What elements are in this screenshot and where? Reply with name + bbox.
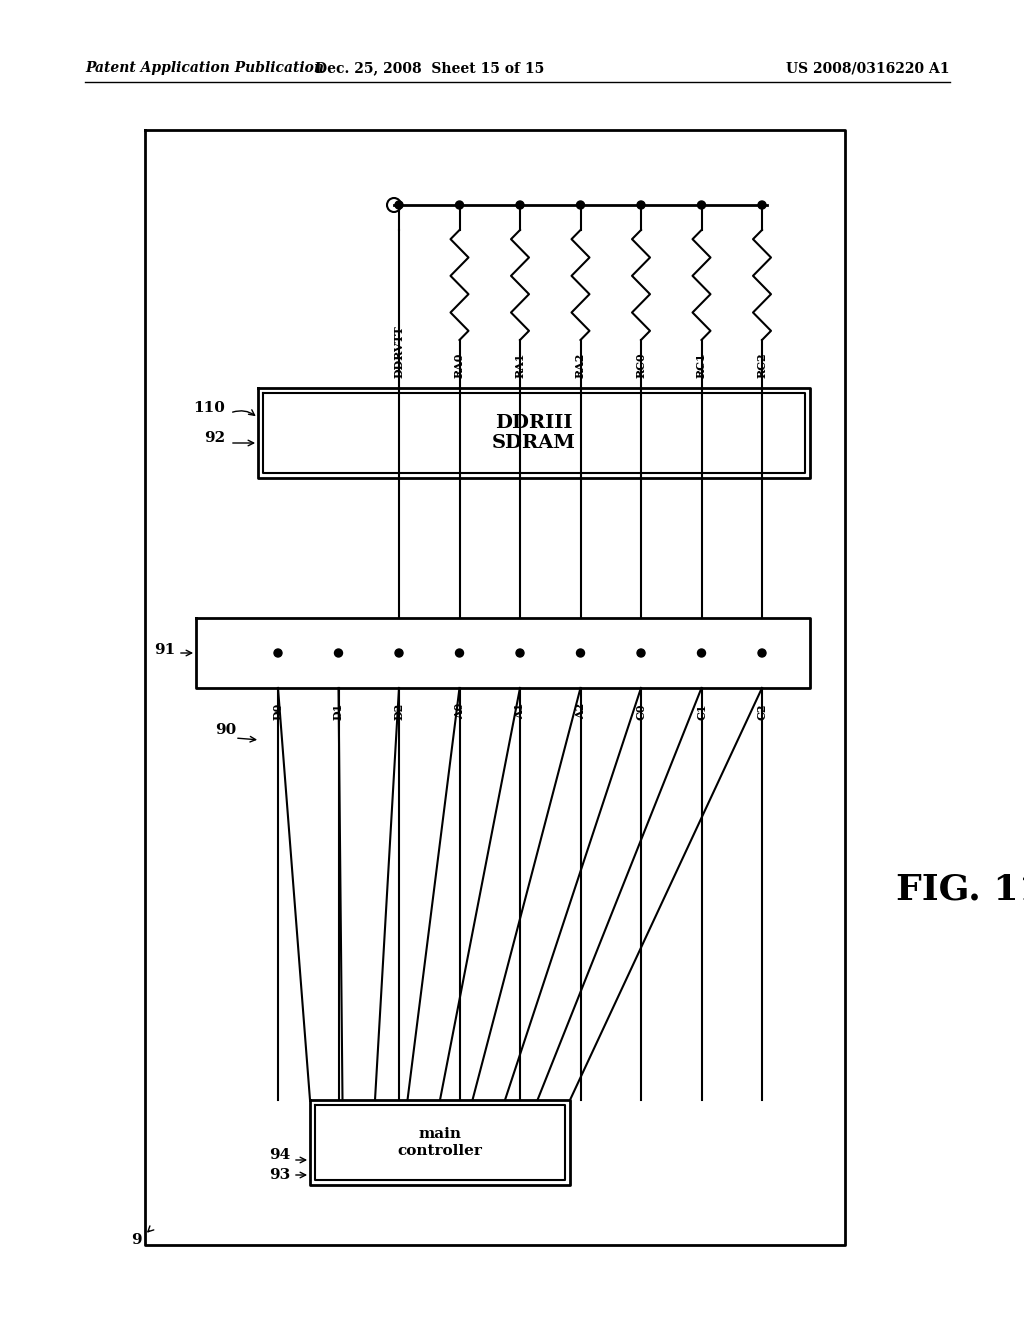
Text: RC0: RC0 (636, 352, 646, 378)
Text: RC2: RC2 (757, 352, 768, 378)
Circle shape (637, 649, 645, 657)
Circle shape (697, 649, 706, 657)
Circle shape (577, 201, 585, 209)
Text: A0: A0 (454, 704, 465, 719)
Circle shape (335, 649, 342, 657)
Circle shape (637, 201, 645, 209)
Circle shape (395, 649, 403, 657)
Text: 93: 93 (268, 1168, 290, 1181)
Circle shape (456, 201, 464, 209)
Text: RA0: RA0 (454, 352, 465, 378)
Text: C0: C0 (636, 704, 646, 719)
Circle shape (516, 201, 524, 209)
Text: 90: 90 (215, 723, 237, 737)
Circle shape (758, 201, 766, 209)
Text: 91: 91 (154, 643, 175, 657)
Circle shape (577, 649, 585, 657)
Text: DDRVTT: DDRVTT (393, 325, 404, 378)
Circle shape (456, 649, 464, 657)
Text: Patent Application Publication: Patent Application Publication (85, 61, 324, 75)
Circle shape (516, 649, 524, 657)
Circle shape (758, 649, 766, 657)
Circle shape (395, 201, 403, 209)
Text: US 2008/0316220 A1: US 2008/0316220 A1 (786, 61, 950, 75)
Text: main
controller: main controller (397, 1127, 482, 1158)
Text: 9: 9 (131, 1233, 142, 1247)
Text: RA2: RA2 (575, 352, 586, 378)
Text: D2: D2 (393, 704, 404, 721)
Text: C2: C2 (757, 704, 768, 719)
Text: Dec. 25, 2008  Sheet 15 of 15: Dec. 25, 2008 Sheet 15 of 15 (315, 61, 545, 75)
Text: 110: 110 (194, 401, 225, 414)
Text: D1: D1 (333, 704, 344, 721)
Text: RA1: RA1 (514, 352, 525, 378)
Text: 94: 94 (268, 1148, 290, 1162)
Text: A2: A2 (575, 704, 586, 719)
Text: A1: A1 (514, 704, 525, 719)
Circle shape (274, 649, 282, 657)
Text: D0: D0 (272, 704, 284, 721)
Text: C1: C1 (696, 704, 707, 719)
Circle shape (697, 201, 706, 209)
Text: DDRIII
SDRAM: DDRIII SDRAM (493, 413, 575, 453)
Text: 92: 92 (204, 432, 225, 445)
Text: FIG. 11: FIG. 11 (896, 873, 1024, 907)
Text: RC1: RC1 (696, 352, 707, 378)
